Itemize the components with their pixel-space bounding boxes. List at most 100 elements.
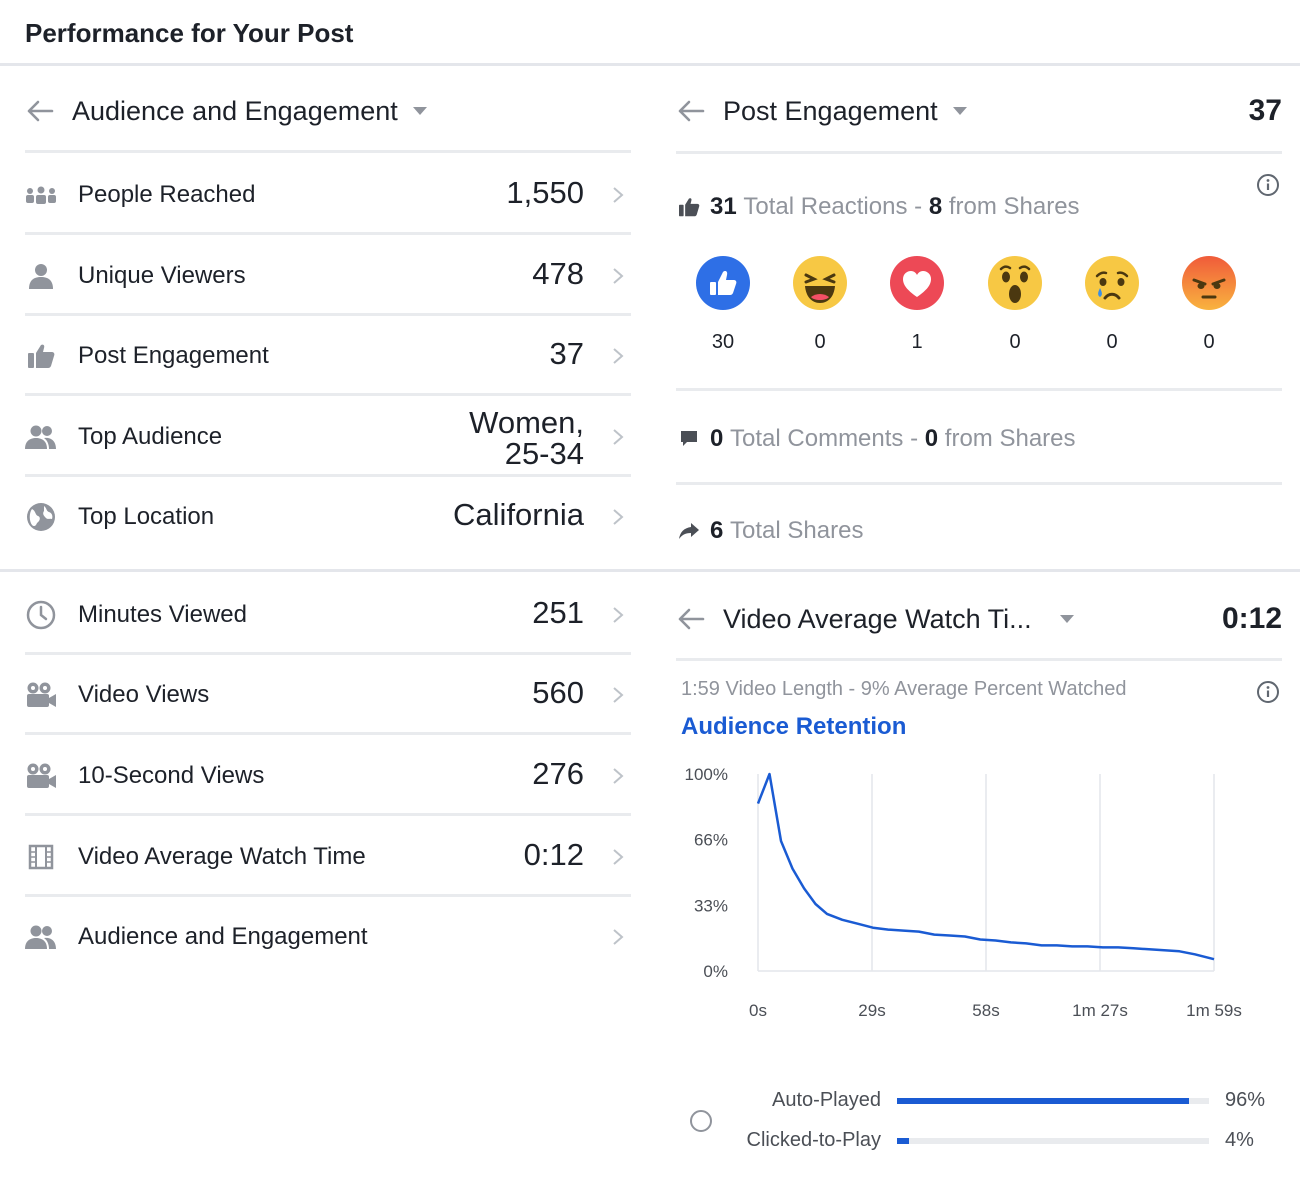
metric-row-10-second-views[interactable]: 10-Second Views 276 bbox=[25, 736, 631, 816]
x-tick-label: 1m 27s bbox=[1072, 1001, 1128, 1020]
reaction-wow: 0 bbox=[987, 255, 1043, 353]
comments-total: 0 bbox=[710, 425, 724, 452]
audience-panel-title[interactable]: Audience and Engagement bbox=[72, 95, 398, 126]
love-reaction-icon bbox=[890, 256, 944, 310]
shares-summary: 6 Total Shares bbox=[677, 517, 863, 545]
thumbs-up-icon bbox=[677, 195, 701, 219]
angry-reaction-icon bbox=[1182, 256, 1236, 310]
reaction-count: 0 bbox=[814, 331, 826, 353]
divider bbox=[676, 151, 1282, 154]
chevron-right-icon bbox=[613, 607, 624, 623]
back-arrow-icon[interactable] bbox=[676, 96, 706, 126]
chevron-right-icon bbox=[613, 268, 624, 284]
metric-value-line-2: 25-34 bbox=[504, 436, 584, 471]
sad-reaction-icon bbox=[1085, 256, 1139, 310]
divider bbox=[676, 482, 1282, 485]
reaction-haha: 0 bbox=[792, 255, 848, 353]
reaction-angry: 0 bbox=[1181, 255, 1237, 353]
back-arrow-icon[interactable] bbox=[676, 604, 706, 634]
auto-played-bar-track bbox=[897, 1098, 1209, 1104]
metric-row-people-reached[interactable]: People Reached 1,550 bbox=[25, 155, 631, 235]
metric-value: 560 bbox=[532, 675, 584, 710]
engagement-panel-title[interactable]: Post Engagement bbox=[723, 95, 938, 126]
metric-label: Video Views bbox=[78, 681, 210, 708]
dropdown-caret-icon[interactable] bbox=[1059, 615, 1074, 623]
metric-row-unique-viewers[interactable]: Unique Viewers 478 bbox=[25, 236, 631, 316]
metric-label: 10-Second Views bbox=[78, 762, 265, 789]
section-divider bbox=[0, 569, 1300, 572]
video-camera-icon bbox=[25, 680, 57, 710]
metric-row-top-location[interactable]: Top Location California bbox=[25, 477, 631, 567]
metric-row-minutes-viewed[interactable]: Minutes Viewed 251 bbox=[25, 575, 631, 655]
metric-row-top-audience[interactable]: Top Audience Women, 25-34 bbox=[25, 397, 631, 477]
y-tick-label: 66% bbox=[694, 831, 728, 850]
divider bbox=[25, 813, 631, 816]
divider bbox=[25, 474, 631, 477]
clicked-to-play-bar-track bbox=[897, 1138, 1209, 1144]
divider bbox=[676, 658, 1282, 661]
metric-value-line-1: Women, bbox=[469, 405, 584, 440]
radio-button[interactable] bbox=[690, 1110, 712, 1132]
reactions-from-shares-label: from Shares bbox=[948, 193, 1080, 220]
chevron-right-icon bbox=[613, 849, 624, 865]
metric-value: 478 bbox=[532, 256, 584, 291]
reaction-sad: 0 bbox=[1084, 255, 1140, 353]
auto-played-bar-fill bbox=[897, 1098, 1190, 1104]
video-length-subtitle: 1:59 Video Length - 9% Average Percent W… bbox=[681, 678, 1127, 700]
clicked-to-play-percent: 4% bbox=[1225, 1129, 1254, 1151]
metric-label: People Reached bbox=[78, 181, 256, 208]
people-reached-icon bbox=[25, 180, 57, 210]
divider bbox=[676, 388, 1282, 391]
metric-row-audience-and-engagement[interactable]: Audience and Engagement bbox=[25, 897, 631, 977]
comments-summary: 0 Total Comments - 0 from Shares bbox=[677, 425, 1076, 453]
back-arrow-icon[interactable] bbox=[25, 96, 55, 126]
clock-icon bbox=[25, 600, 57, 630]
metric-value: 276 bbox=[532, 756, 584, 791]
comment-icon bbox=[677, 427, 701, 451]
comments-from-shares-label: from Shares bbox=[944, 425, 1076, 452]
metric-value: 1,550 bbox=[506, 175, 584, 210]
y-tick-label: 33% bbox=[694, 896, 728, 915]
reaction-count: 30 bbox=[711, 331, 735, 353]
auto-played-percent: 96% bbox=[1225, 1089, 1266, 1111]
metric-value: 0:12 bbox=[523, 837, 584, 872]
share-arrow-icon bbox=[677, 519, 701, 543]
info-icon[interactable] bbox=[1256, 680, 1280, 704]
dropdown-caret-icon[interactable] bbox=[412, 107, 427, 115]
divider bbox=[25, 652, 631, 655]
reaction-like: 30 bbox=[695, 255, 751, 353]
metric-row-video-average-watch-time[interactable]: Video Average Watch Time 0:12 bbox=[25, 817, 631, 897]
divider bbox=[25, 313, 631, 316]
people-icon bbox=[25, 422, 57, 452]
dropdown-caret-icon[interactable] bbox=[952, 107, 967, 115]
metric-value: Women, 25-34 bbox=[469, 407, 584, 469]
reactions-total-label: Total Reactions bbox=[743, 193, 908, 220]
metric-label: Minutes Viewed bbox=[78, 601, 247, 628]
globe-icon bbox=[25, 502, 57, 532]
divider bbox=[25, 732, 631, 735]
audience-panel-header: Audience and Engagement bbox=[25, 86, 631, 136]
chevron-right-icon bbox=[613, 187, 624, 203]
x-tick-label: 0s bbox=[749, 1001, 767, 1020]
metric-row-post-engagement[interactable]: Post Engagement 37 bbox=[25, 316, 631, 396]
audience-retention-title[interactable]: Audience Retention bbox=[681, 713, 907, 740]
metric-value: 37 bbox=[549, 336, 584, 371]
page-title-divider bbox=[0, 63, 1300, 66]
separator: - bbox=[910, 425, 919, 452]
watch-time-panel-title[interactable]: Video Average Watch Ti... bbox=[723, 603, 1032, 634]
info-icon[interactable] bbox=[1256, 173, 1280, 197]
metric-label: Video Average Watch Time bbox=[78, 843, 366, 870]
metric-label: Post Engagement bbox=[78, 342, 269, 369]
chevron-right-icon bbox=[613, 768, 624, 784]
y-tick-label: 100% bbox=[685, 765, 728, 784]
reaction-love: 1 bbox=[889, 255, 945, 353]
y-tick-label: 0% bbox=[703, 962, 728, 981]
reaction-count: 0 bbox=[1203, 331, 1215, 353]
metric-label: Top Audience bbox=[78, 423, 223, 450]
watch-time-value: 0:12 bbox=[1221, 602, 1282, 635]
chevron-right-icon bbox=[613, 687, 624, 703]
page-title: Performance for Your Post bbox=[25, 18, 354, 48]
metric-row-video-views[interactable]: Video Views 560 bbox=[25, 655, 631, 735]
metric-value: 251 bbox=[532, 595, 584, 630]
chevron-right-icon bbox=[613, 929, 624, 945]
